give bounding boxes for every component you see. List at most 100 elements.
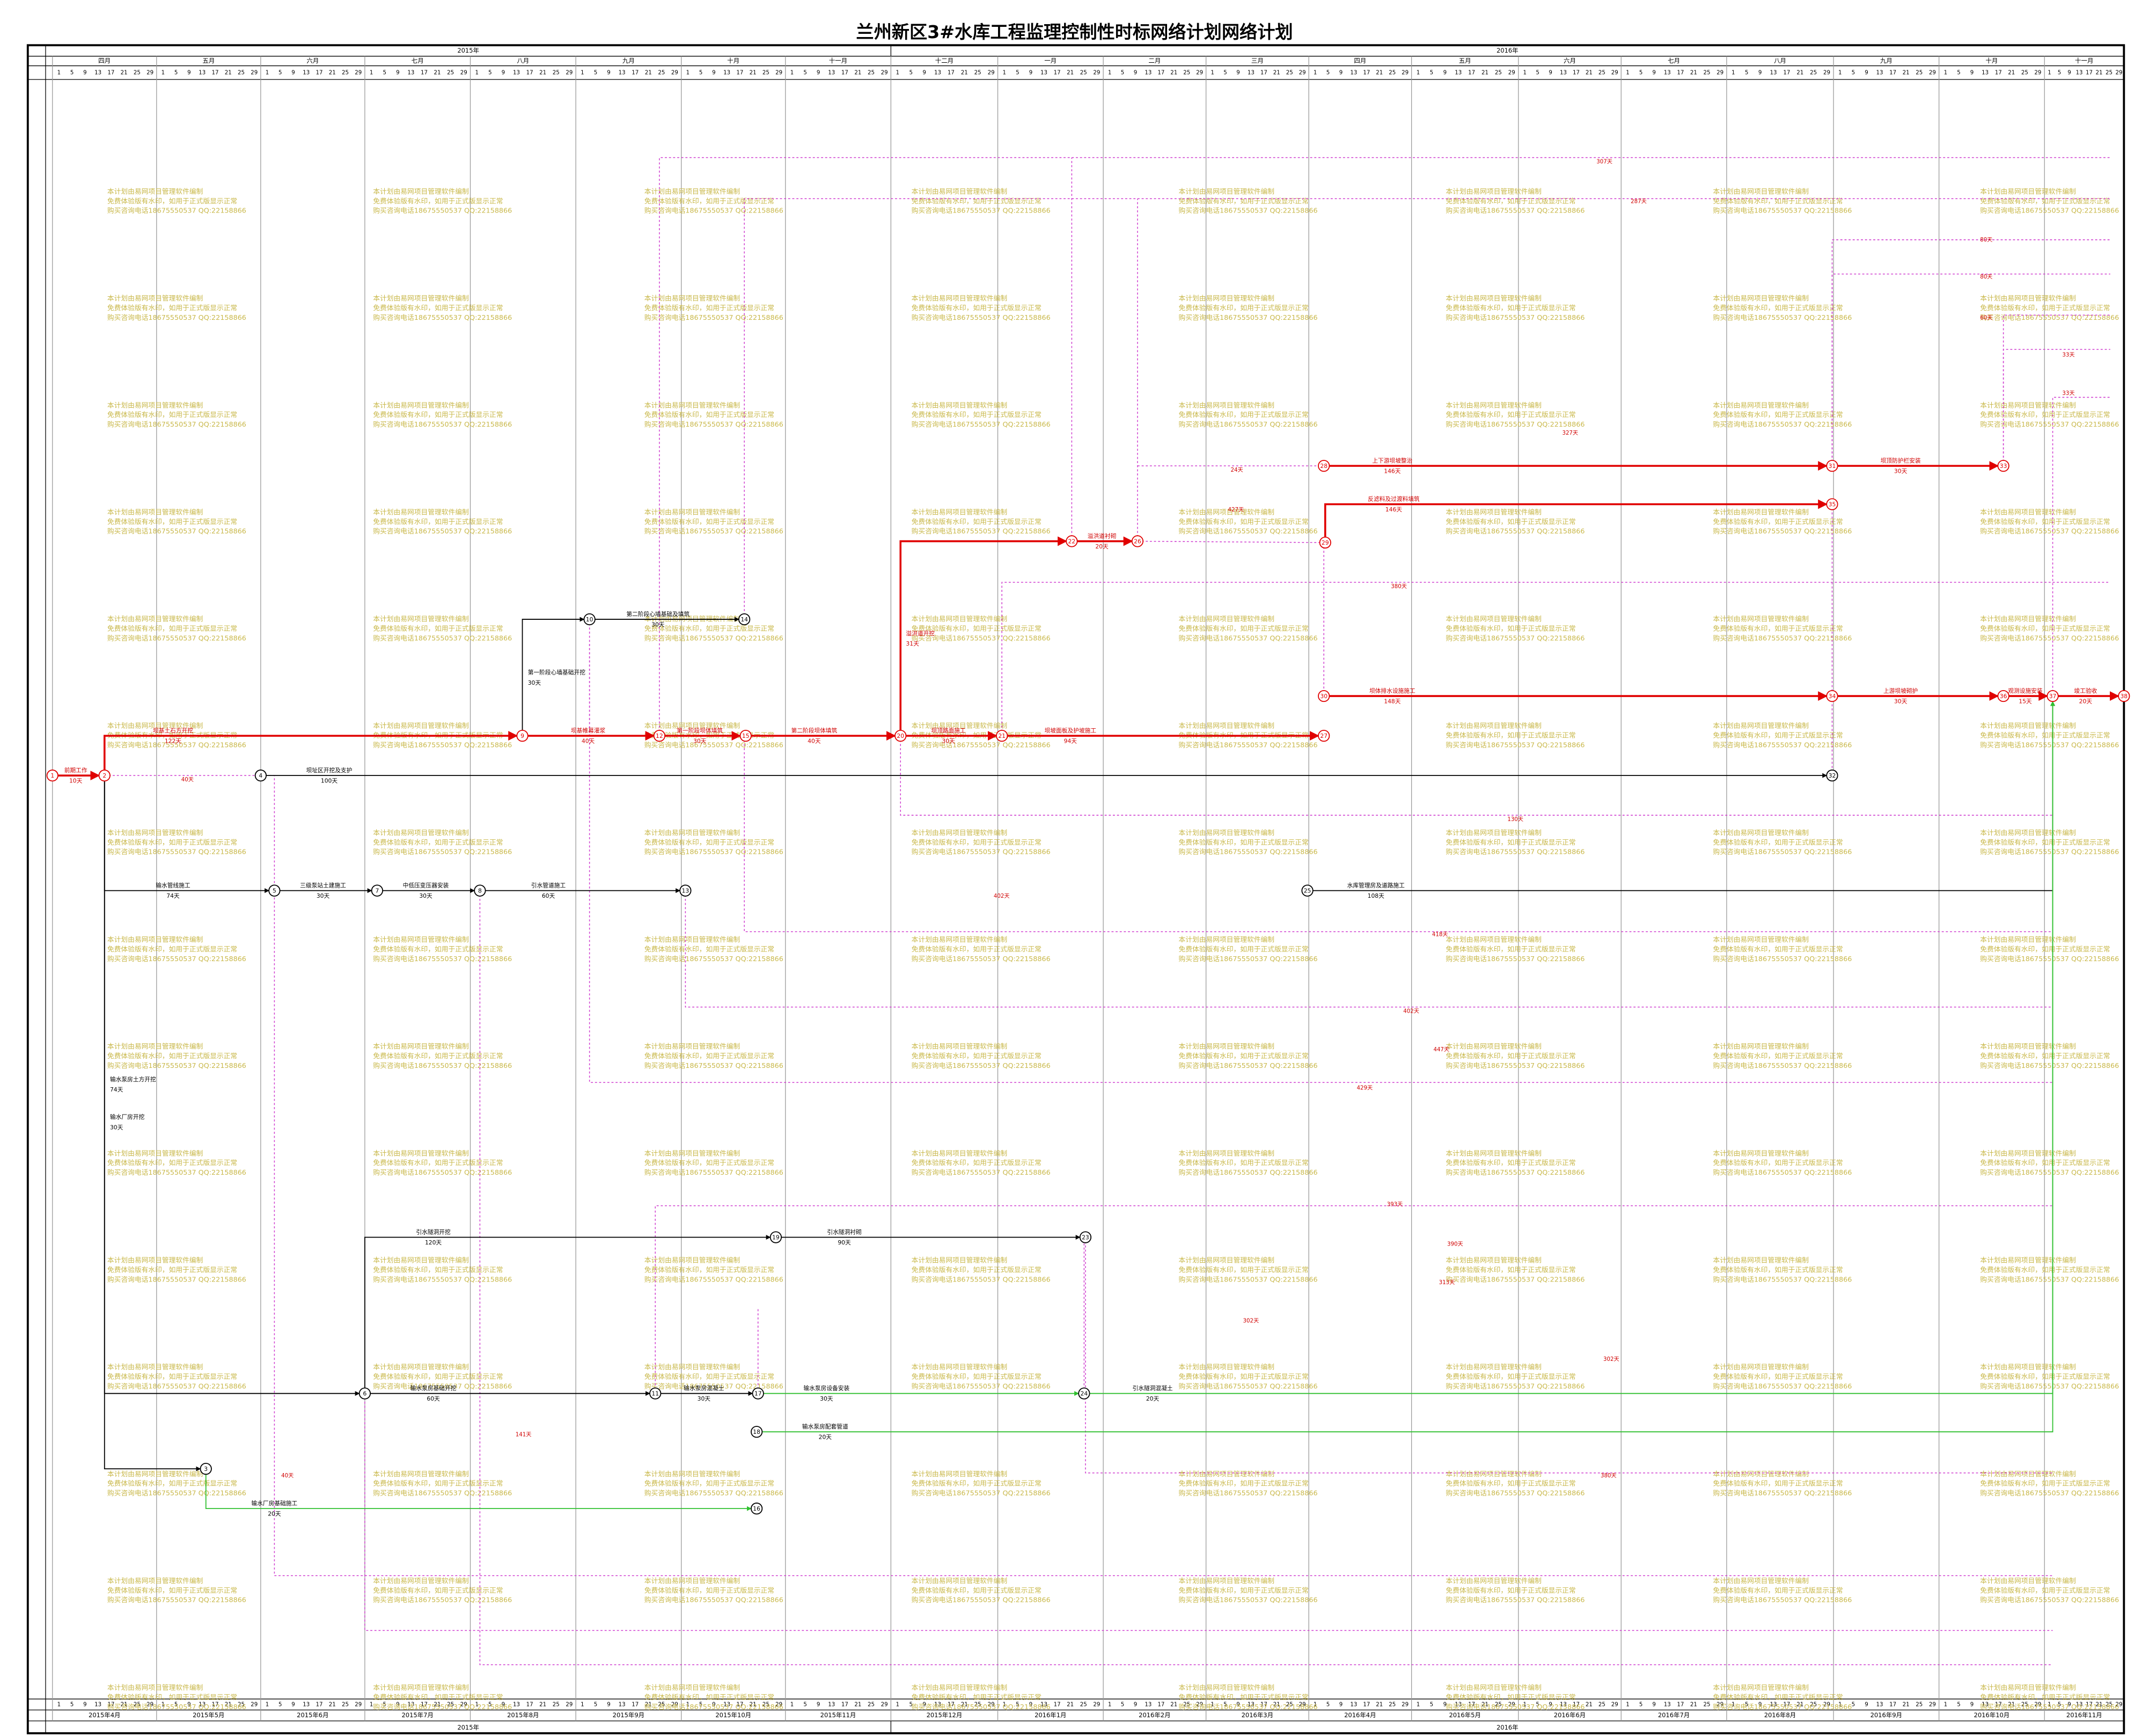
watermark: 本计划由易网项目管理软件编制 <box>1179 1684 1275 1692</box>
month-label: 九月 <box>622 57 635 64</box>
float-line <box>1001 582 2110 736</box>
node-label: 38 <box>2120 693 2128 700</box>
day-label: 5 <box>488 70 492 76</box>
float-note: 60天 <box>1980 315 1992 321</box>
day-label: 9 <box>607 1702 611 1708</box>
day-label: 25 <box>342 1702 349 1708</box>
watermark: 免费体验版有水印，如用于正式版显示正常 <box>1446 1265 1575 1274</box>
day-label: 1 <box>896 70 900 76</box>
watermark: 购买咨询电话18675550537 QQ:22158866 <box>912 1382 1051 1390</box>
activity-name: 输水泵房设备安装 <box>803 1385 849 1392</box>
watermark: 本计划由易网项目管理软件编制 <box>373 616 469 624</box>
day-label: 29 <box>1402 1702 1409 1708</box>
day-label: 25 <box>1080 70 1087 76</box>
month-label: 五月 <box>202 57 215 64</box>
watermark: 免费体验版有水印，如用于正式版显示正常 <box>644 1052 774 1060</box>
day-label: 13 <box>1664 1702 1671 1708</box>
activity-arrow <box>757 701 2056 1433</box>
day-label: 25 <box>1286 70 1293 76</box>
watermark: 购买咨询电话18675550537 QQ:22158866 <box>912 207 1051 215</box>
watermark: 购买咨询电话18675550537 QQ:22158866 <box>644 1168 783 1177</box>
watermark: 本计划由易网项目管理软件编制 <box>1179 829 1275 837</box>
node <box>1318 460 1330 472</box>
day-label: 17 <box>1363 1702 1370 1708</box>
watermark: 购买咨询电话18675550537 QQ:22158866 <box>107 1489 246 1498</box>
day-label: 17 <box>632 1702 639 1708</box>
watermark: 免费体验版有水印，如用于正式版显示正常 <box>1446 1479 1575 1488</box>
activity-arrow <box>104 775 360 1396</box>
watermark: 免费体验版有水印，如用于正式版显示正常 <box>1179 1693 1309 1702</box>
day-label: 5 <box>1223 70 1227 76</box>
day-label: 17 <box>1054 70 1061 76</box>
watermark: 购买咨询电话18675550537 QQ:22158866 <box>912 1596 1051 1605</box>
watermark: 购买咨询电话18675550537 QQ:22158866 <box>912 313 1051 322</box>
day-label: 5 <box>594 1702 598 1708</box>
day-label: 21 <box>645 70 652 76</box>
watermark: 免费体验版有水印，如用于正式版显示正常 <box>1446 411 1575 419</box>
activity-name: 坝顶路面施工 <box>931 727 966 734</box>
watermark: 本计划由易网项目管理软件编制 <box>373 829 469 837</box>
day-label: 9 <box>396 1702 400 1708</box>
watermark: 本计划由易网项目管理软件编制 <box>1446 616 1541 624</box>
day-label: 13 <box>1350 1702 1357 1708</box>
day-label: 13 <box>94 1702 101 1708</box>
watermark: 免费体验版有水印，如用于正式版显示正常 <box>1446 197 1575 206</box>
watermark: 免费体验版有水印，如用于正式版显示正常 <box>912 197 1042 206</box>
watermark: 本计划由易网项目管理软件编制 <box>644 1257 740 1265</box>
watermark: 免费体验版有水印，如用于正式版显示正常 <box>107 1373 237 1381</box>
float-note: 141天 <box>516 1432 532 1438</box>
month-label: 2016年1月 <box>1035 1711 1066 1719</box>
watermark: 免费体验版有水印，如用于正式版显示正常 <box>912 1373 1042 1381</box>
day-label: 13 <box>723 70 730 76</box>
day-label: 21 <box>1903 1702 1910 1708</box>
month-label: 三月 <box>1251 57 1264 64</box>
day-label: 13 <box>1664 70 1671 76</box>
watermark: 本计划由易网项目管理软件编制 <box>1446 1577 1541 1585</box>
watermark: 购买咨询电话18675550537 QQ:22158866 <box>1446 1382 1585 1390</box>
day-label: 25 <box>1704 1702 1711 1708</box>
day-label: 25 <box>342 70 349 76</box>
watermark: 本计划由易网项目管理软件编制 <box>912 508 1008 516</box>
day-label: 21 <box>1170 1702 1177 1708</box>
day-label: 17 <box>316 70 323 76</box>
watermark: 免费体验版有水印，如用于正式版显示正常 <box>644 197 774 206</box>
day-label: 21 <box>645 1702 652 1708</box>
node-label: 27 <box>1320 733 1327 739</box>
day-label: 13 <box>828 70 835 76</box>
watermark: 本计划由易网项目管理软件编制 <box>912 295 1008 303</box>
watermark: 购买咨询电话18675550537 QQ:22158866 <box>912 848 1051 856</box>
day-label: 9 <box>922 1702 926 1708</box>
node-label: 36 <box>2000 693 2007 700</box>
node <box>1826 690 1838 702</box>
day-label: 29 <box>1823 1702 1830 1708</box>
activity-arrow <box>899 536 1067 736</box>
activity-duration: 146天 <box>1384 467 1400 474</box>
watermark: 本计划由易网项目管理软件编制 <box>373 508 469 516</box>
day-label: 25 <box>868 70 875 76</box>
day-label: 29 <box>775 70 782 76</box>
watermark: 购买咨询电话18675550537 QQ:22158866 <box>107 1703 246 1711</box>
node-label: 28 <box>1320 463 1327 470</box>
watermark: 购买咨询电话18675550537 QQ:22158866 <box>1446 634 1585 642</box>
watermark: 购买咨询电话18675550537 QQ:22158866 <box>1446 1489 1585 1498</box>
watermark: 免费体验版有水印，如用于正式版显示正常 <box>1446 304 1575 312</box>
node-label: 31 <box>1829 463 1836 470</box>
activity-name: 引水隧洞衬砌 <box>827 1229 861 1236</box>
day-label: 21 <box>2008 1702 2015 1708</box>
day-label: 29 <box>671 70 678 76</box>
activity-name: 第一阶段坝体填筑 <box>677 727 723 734</box>
watermark: 本计划由易网项目管理软件编制 <box>1713 1577 1808 1585</box>
watermark: 免费体验版有水印，如用于正式版显示正常 <box>1980 197 2110 206</box>
float-note: 313天 <box>1439 1280 1455 1286</box>
day-label: 5 <box>174 70 178 76</box>
day-label: 29 <box>251 70 258 76</box>
watermark: 本计划由易网项目管理软件编制 <box>1713 1364 1808 1372</box>
day-label: 5 <box>1430 70 1434 76</box>
day-label: 29 <box>1717 1702 1723 1708</box>
activity-name: 溢洪道衬砌 <box>1088 533 1117 540</box>
watermark: 购买咨询电话18675550537 QQ:22158866 <box>1713 1382 1852 1390</box>
watermark: 购买咨询电话18675550537 QQ:22158866 <box>1179 527 1318 536</box>
float-note: 80天 <box>1980 274 1992 280</box>
day-label: 5 <box>383 1702 386 1708</box>
day-label: 21 <box>1796 1702 1803 1708</box>
